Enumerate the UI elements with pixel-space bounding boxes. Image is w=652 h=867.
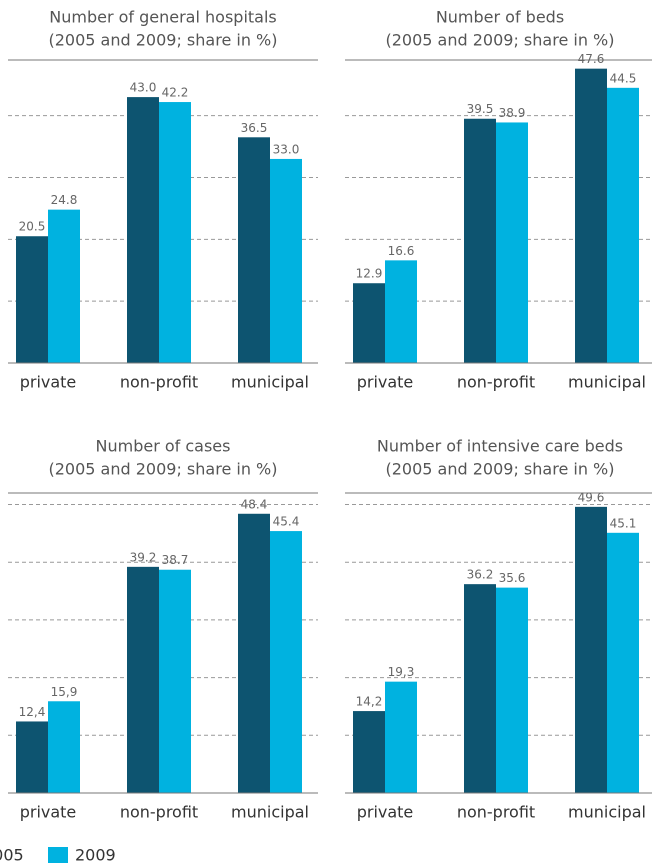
chart-subtitle: (2005 and 2009; share in %) bbox=[386, 31, 615, 50]
x-tick-label: private bbox=[357, 803, 414, 822]
chart-title: Number of beds bbox=[436, 8, 564, 27]
x-tick-label: private bbox=[20, 803, 77, 822]
value-label: 44.5 bbox=[610, 71, 637, 85]
x-tick-label: municipal bbox=[231, 803, 309, 822]
value-label: 45.4 bbox=[273, 515, 300, 529]
value-label: 38.7 bbox=[162, 553, 189, 567]
value-label: 16.6 bbox=[388, 244, 415, 258]
bar bbox=[238, 513, 270, 793]
bar bbox=[353, 711, 385, 793]
chart-title: Number of general hospitals bbox=[49, 8, 277, 27]
x-tick-label: non-profit bbox=[120, 803, 198, 822]
legend-swatch bbox=[48, 847, 68, 863]
bar bbox=[464, 584, 496, 793]
bar bbox=[607, 532, 639, 793]
value-label: 45.1 bbox=[610, 516, 637, 530]
bar bbox=[607, 87, 639, 363]
bar bbox=[16, 236, 48, 363]
x-tick-label: non-profit bbox=[120, 373, 198, 392]
x-tick-label: private bbox=[20, 373, 77, 392]
value-label: 36.5 bbox=[241, 121, 268, 135]
bar bbox=[16, 721, 48, 793]
value-label: 42.2 bbox=[162, 86, 189, 100]
chart-title: Number of cases bbox=[96, 437, 231, 456]
value-label: 24.8 bbox=[51, 193, 78, 207]
bar bbox=[127, 97, 159, 363]
bar bbox=[48, 701, 80, 793]
bar bbox=[385, 681, 417, 793]
value-label: 15,9 bbox=[51, 685, 78, 699]
bar bbox=[270, 158, 302, 363]
value-label: 39.2 bbox=[130, 550, 157, 564]
value-label: 35.6 bbox=[499, 571, 526, 585]
value-label: 33.0 bbox=[273, 142, 300, 156]
value-label: 36.2 bbox=[467, 568, 494, 582]
legend-label: 2009 bbox=[75, 846, 116, 865]
value-label: 19,3 bbox=[388, 665, 415, 679]
x-tick-label: private bbox=[357, 373, 414, 392]
x-tick-label: non-profit bbox=[457, 803, 535, 822]
x-tick-label: municipal bbox=[568, 803, 646, 822]
bar bbox=[48, 209, 80, 363]
bar bbox=[159, 569, 191, 793]
chart-subtitle: (2005 and 2009; share in %) bbox=[386, 460, 615, 479]
value-label: 12.9 bbox=[356, 267, 383, 281]
bar bbox=[159, 102, 191, 363]
value-label: 20.5 bbox=[19, 220, 46, 234]
bar bbox=[575, 506, 607, 793]
bar bbox=[496, 122, 528, 363]
value-label: 12,4 bbox=[19, 705, 46, 719]
x-tick-label: municipal bbox=[568, 373, 646, 392]
value-label: 38.9 bbox=[499, 106, 526, 120]
x-tick-label: municipal bbox=[231, 373, 309, 392]
value-label: 14,2 bbox=[356, 695, 383, 709]
chart-subtitle: (2005 and 2009; share in %) bbox=[49, 460, 278, 479]
chart-subtitle: (2005 and 2009; share in %) bbox=[49, 31, 278, 50]
bar bbox=[238, 137, 270, 363]
bar bbox=[496, 587, 528, 793]
bar bbox=[575, 68, 607, 364]
bar bbox=[127, 566, 159, 793]
value-label: 47.6 bbox=[578, 52, 605, 66]
chart-title: Number of intensive care beds bbox=[377, 437, 623, 456]
bar bbox=[353, 283, 385, 363]
value-label: 43.0 bbox=[130, 81, 157, 95]
bar bbox=[270, 531, 302, 793]
legend-label: 2005 bbox=[0, 846, 24, 865]
value-label: 39.5 bbox=[467, 102, 494, 116]
bar bbox=[385, 260, 417, 363]
bar bbox=[464, 118, 496, 363]
value-label: 49.6 bbox=[578, 490, 605, 504]
x-tick-label: non-profit bbox=[457, 373, 535, 392]
value-label: 48.4 bbox=[241, 497, 268, 511]
